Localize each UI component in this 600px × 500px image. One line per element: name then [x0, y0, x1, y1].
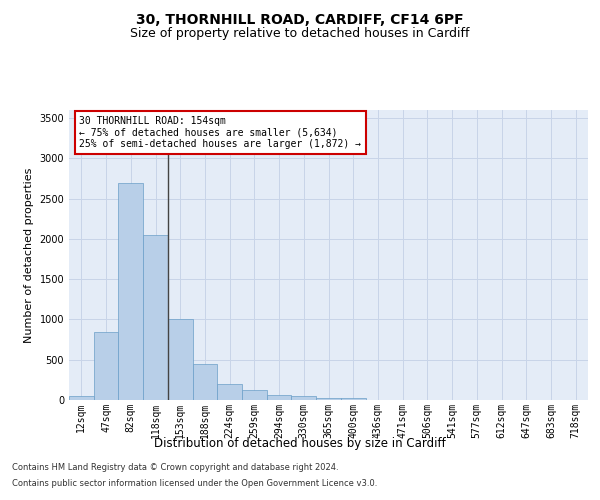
- Bar: [341, 398, 365, 400]
- Bar: [242, 390, 267, 400]
- Y-axis label: Number of detached properties: Number of detached properties: [24, 168, 34, 342]
- Bar: [193, 364, 217, 400]
- Text: 30 THORNHILL ROAD: 154sqm
← 75% of detached houses are smaller (5,634)
25% of se: 30 THORNHILL ROAD: 154sqm ← 75% of detac…: [79, 116, 361, 149]
- Bar: [143, 235, 168, 400]
- Bar: [118, 182, 143, 400]
- Text: Size of property relative to detached houses in Cardiff: Size of property relative to detached ho…: [130, 28, 470, 40]
- Text: Distribution of detached houses by size in Cardiff: Distribution of detached houses by size …: [154, 438, 446, 450]
- Text: Contains public sector information licensed under the Open Government Licence v3: Contains public sector information licen…: [12, 478, 377, 488]
- Bar: [94, 332, 118, 400]
- Bar: [292, 396, 316, 400]
- Bar: [168, 320, 193, 400]
- Bar: [217, 384, 242, 400]
- Text: Contains HM Land Registry data © Crown copyright and database right 2024.: Contains HM Land Registry data © Crown c…: [12, 464, 338, 472]
- Bar: [316, 398, 341, 400]
- Bar: [267, 395, 292, 400]
- Text: 30, THORNHILL ROAD, CARDIFF, CF14 6PF: 30, THORNHILL ROAD, CARDIFF, CF14 6PF: [136, 12, 464, 26]
- Bar: [69, 396, 94, 400]
